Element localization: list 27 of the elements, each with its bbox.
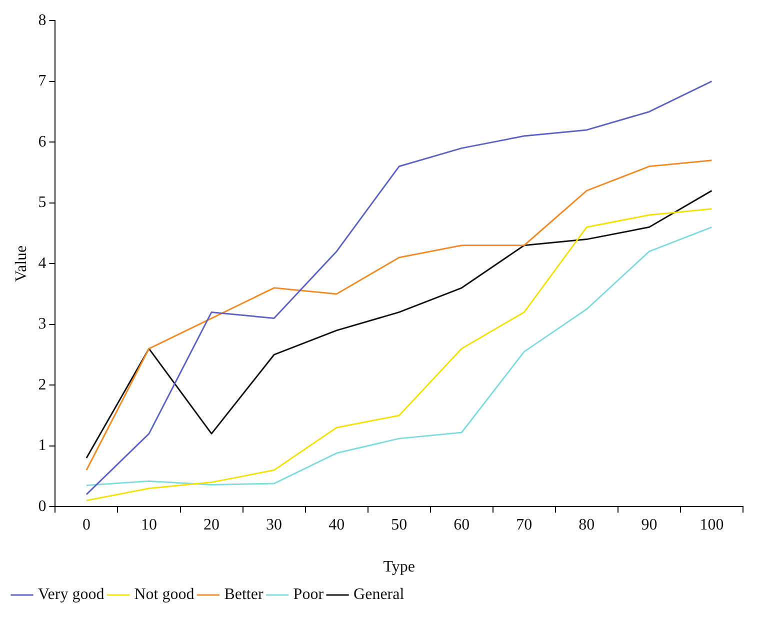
x-tick-label: 90 bbox=[641, 516, 658, 534]
x-tick-label: 10 bbox=[140, 516, 157, 534]
y-tick-label: 6 bbox=[38, 133, 46, 150]
x-tick-label: 80 bbox=[578, 516, 595, 534]
y-tick-label: 4 bbox=[38, 254, 46, 272]
x-tick-label: 60 bbox=[454, 516, 470, 534]
x-tick-label: 50 bbox=[391, 516, 408, 534]
legend-label: Poor bbox=[293, 586, 324, 604]
legend-label: Not good bbox=[134, 586, 194, 604]
y-tick-label: 1 bbox=[38, 437, 46, 454]
y-tick-label: 3 bbox=[38, 316, 46, 333]
y-tick-label: 8 bbox=[38, 12, 46, 29]
legend-label: Very good bbox=[38, 586, 104, 604]
y-tick-label: 7 bbox=[38, 72, 46, 90]
y-axis-title: Value bbox=[12, 245, 30, 282]
y-tick-label: 0 bbox=[38, 498, 46, 515]
legend-label: General bbox=[354, 586, 405, 604]
x-tick-label: 100 bbox=[700, 516, 724, 534]
y-tick-label: 5 bbox=[38, 194, 46, 212]
y-tick-label: 2 bbox=[38, 376, 46, 394]
x-tick-label: 70 bbox=[516, 516, 532, 534]
x-tick-label: 30 bbox=[266, 516, 282, 534]
legend-label: Better bbox=[224, 586, 264, 604]
x-tick-label: 40 bbox=[328, 516, 345, 534]
x-axis-title: Type bbox=[383, 558, 415, 576]
x-tick-label: 20 bbox=[204, 516, 220, 534]
x-tick-label: 0 bbox=[82, 516, 90, 534]
